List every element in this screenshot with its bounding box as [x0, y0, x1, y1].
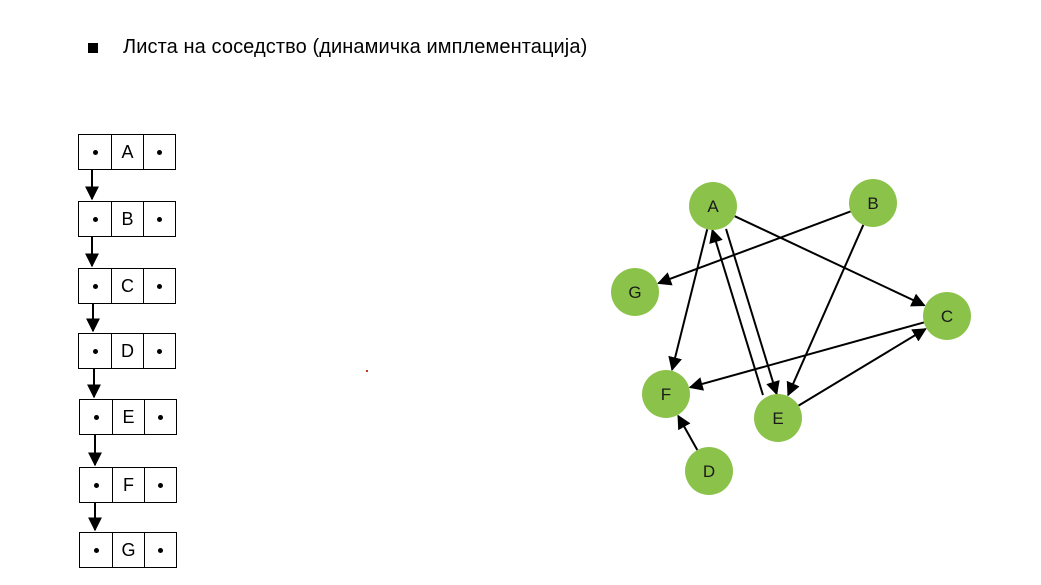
- square-bullet-icon: [88, 42, 98, 53]
- node-label: D: [703, 462, 715, 481]
- node-label-cell: F: [112, 468, 144, 502]
- pointer-dot-icon: [158, 482, 163, 488]
- node-label-cell: G: [112, 533, 144, 567]
- node-label-cell: D: [111, 334, 143, 368]
- list-node: B: [78, 201, 176, 237]
- prev-pointer-cell: [79, 269, 111, 303]
- node-label: B: [867, 194, 878, 213]
- node-circle: [849, 179, 897, 227]
- pointer-dot-icon: [92, 216, 98, 222]
- edge-c-f: [688, 321, 925, 391]
- pointer-dot-icon: [93, 547, 99, 553]
- edge-e-a: [709, 228, 764, 396]
- slide-heading: Листа на соседство (динамичка имплемента…: [123, 36, 588, 58]
- edge-b-g: [657, 210, 851, 286]
- node-circle: [685, 447, 733, 495]
- prev-pointer-cell: [79, 202, 111, 236]
- list-node: D: [78, 333, 176, 369]
- node-circle: [689, 182, 737, 230]
- list-node: F: [79, 467, 177, 503]
- list-node: C: [78, 268, 176, 304]
- prev-pointer-cell: [79, 334, 111, 368]
- list-node: E: [79, 399, 177, 435]
- graph-nodes: A B C D E F G: [611, 179, 971, 495]
- pointer-dot-icon: [92, 283, 98, 289]
- node-label: G: [628, 283, 641, 302]
- pointer-dot-icon: [157, 216, 162, 222]
- node-label: F: [661, 385, 671, 404]
- pointer-dot-icon: [158, 414, 163, 420]
- node-label-cell: B: [111, 202, 143, 236]
- node-circle: [642, 370, 690, 418]
- graph-node-d: D: [685, 447, 733, 495]
- adjacency-pointer-cell: [143, 202, 175, 236]
- edge-b-e: [786, 224, 865, 397]
- node-label: E: [772, 409, 783, 428]
- stray-mark: [366, 370, 368, 372]
- node-label-cell: A: [111, 135, 143, 169]
- graph-node-g: G: [611, 268, 659, 316]
- edge-d-f: [677, 414, 699, 451]
- prev-pointer-cell: [80, 533, 112, 567]
- list-node: A: [78, 134, 176, 170]
- list-node: G: [79, 532, 177, 568]
- node-label: C: [941, 307, 953, 326]
- graph-edges: [657, 210, 927, 451]
- pointer-dot-icon: [92, 348, 98, 354]
- node-label: A: [707, 197, 719, 216]
- adjacency-pointer-cell: [144, 533, 176, 567]
- adjacency-pointer-cell: [144, 468, 176, 502]
- adjacency-pointer-cell: [143, 269, 175, 303]
- graph-node-e: E: [754, 394, 802, 442]
- node-label-cell: C: [111, 269, 143, 303]
- graph-node-c: C: [923, 292, 971, 340]
- graph-node-b: B: [849, 179, 897, 227]
- prev-pointer-cell: [79, 135, 111, 169]
- pointer-dot-icon: [157, 149, 162, 155]
- pointer-dot-icon: [93, 414, 99, 420]
- graph-node-a: A: [689, 182, 737, 230]
- adjacency-pointer-cell: [143, 334, 175, 368]
- pointer-dot-icon: [157, 283, 162, 289]
- adjacency-pointer-cell: [144, 400, 176, 434]
- edge-e-c: [798, 328, 927, 407]
- edge-a-c: [734, 215, 926, 307]
- node-circle: [923, 292, 971, 340]
- pointer-dot-icon: [157, 348, 162, 354]
- prev-pointer-cell: [80, 400, 112, 434]
- node-circle: [611, 268, 659, 316]
- node-circle: [754, 394, 802, 442]
- graph-node-f: F: [642, 370, 690, 418]
- bullet-line: Листа на соседство (динамичка имплемента…: [88, 36, 587, 59]
- edge-a-f: [668, 229, 709, 372]
- pointer-dot-icon: [158, 547, 163, 553]
- node-label-cell: E: [112, 400, 144, 434]
- adjacency-pointer-cell: [143, 135, 175, 169]
- list-connectors: [85, 170, 102, 532]
- prev-pointer-cell: [80, 468, 112, 502]
- pointer-dot-icon: [93, 482, 99, 488]
- pointer-dot-icon: [92, 149, 98, 155]
